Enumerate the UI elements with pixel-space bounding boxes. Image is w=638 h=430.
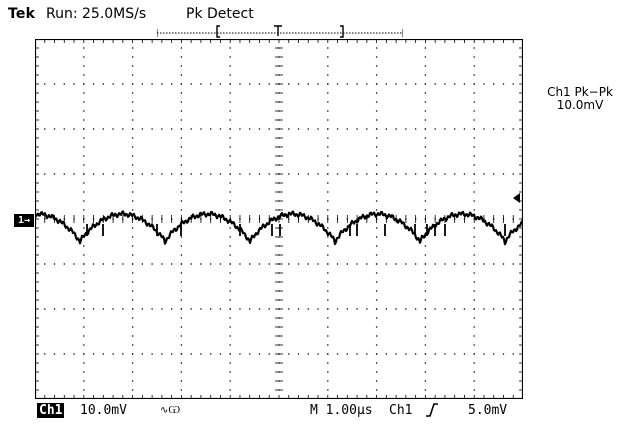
measurement-readout: Ch1 Pk−Pk 10.0mV xyxy=(530,86,630,112)
volts-per-div: 10.0mV xyxy=(80,403,127,418)
run-status: Run: 25.0MS/s xyxy=(46,6,147,22)
measurement-label: Ch1 Pk−Pk xyxy=(547,85,613,99)
brand-label: Tek xyxy=(8,6,36,22)
record-window-left-bracket xyxy=(216,25,220,38)
record-window-right-bracket xyxy=(340,25,344,38)
graticule-border xyxy=(35,39,523,399)
trigger-position-bar xyxy=(157,25,403,38)
ch1-ground-marker[interactable]: 1→ xyxy=(14,214,34,227)
trigger-level-arrow-icon xyxy=(513,193,520,203)
trigger-t-icon xyxy=(274,25,282,36)
graticule-grid xyxy=(35,39,523,399)
acquisition-mode: Pk Detect xyxy=(186,6,254,22)
trigger-level: 5.0mV xyxy=(468,403,508,418)
waveform-graticule xyxy=(35,39,523,399)
measurement-value: 10.0mV xyxy=(556,98,604,112)
timebase-readout: M 1.00µs xyxy=(310,403,373,418)
status-bar: Tek Run: 25.0MS/s Pk Detect xyxy=(0,0,638,40)
settings-bar: Ch1 10.0mV ∿Ѡ M 1.00µs Ch1 5.0mV xyxy=(0,401,638,423)
ch1-waveform-trace xyxy=(35,210,523,246)
channel-badge[interactable]: Ch1 xyxy=(37,403,65,418)
rising-edge-icon xyxy=(426,403,438,417)
coupling-icon: ∿Ѡ xyxy=(160,405,181,416)
trigger-source: Ch1 xyxy=(389,403,413,418)
